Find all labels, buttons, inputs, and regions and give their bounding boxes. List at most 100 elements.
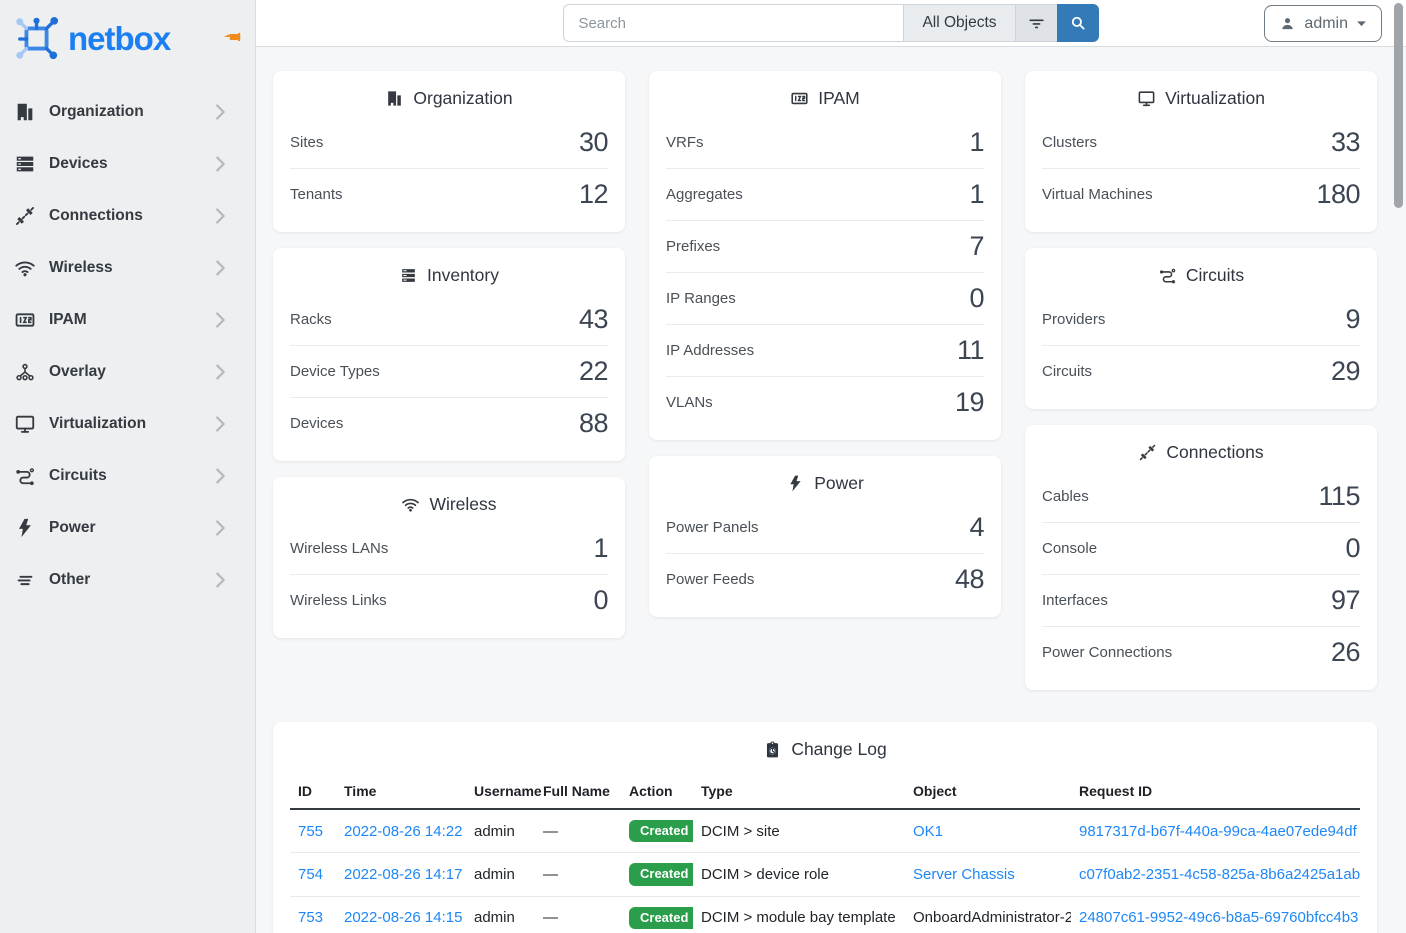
card-title: Power — [814, 473, 864, 493]
stat-label-clusters[interactable]: Clusters — [1042, 134, 1098, 151]
stat-label-cables[interactable]: Cables — [1042, 488, 1089, 505]
sidebar-item-power[interactable]: Power — [0, 502, 255, 554]
stat-value-prefixes[interactable]: 7 — [969, 231, 984, 261]
chevron-right-icon — [209, 101, 231, 123]
stats-card-power: Power Power Panels 4 Power Feeds 48 — [649, 456, 1001, 617]
stat-value-sites[interactable]: 30 — [578, 127, 609, 157]
stat-label-providers[interactable]: Providers — [1042, 311, 1106, 328]
stat-row: Circuits 29 — [1042, 345, 1361, 397]
request-id-link[interactable]: 24807c61-9952-49c6-b8a5-69760bfcc4b3 — [1079, 909, 1359, 927]
stat-row: Cables 115 — [1042, 471, 1360, 522]
stat-label-wireless-links[interactable]: Wireless Links — [290, 592, 387, 609]
changelog-col-type: Type — [693, 774, 905, 810]
change-id-link[interactable]: 754 — [298, 865, 324, 883]
stat-label-aggregates[interactable]: Aggregates — [666, 186, 743, 203]
sidebar-item-organization[interactable]: Organization — [0, 86, 255, 138]
change-time-link[interactable]: 2022-08-26 14:15 — [344, 909, 463, 927]
stat-value-circuits[interactable]: 29 — [1330, 356, 1361, 386]
filter-button[interactable] — [1014, 4, 1057, 42]
stat-label-virtual-machines[interactable]: Virtual Machines — [1042, 186, 1153, 203]
sidebar-item-other[interactable]: Other — [0, 554, 255, 606]
wireless-icon — [401, 495, 420, 514]
stat-label-vrfs[interactable]: VRFs — [666, 134, 704, 151]
sidebar-item-overlay[interactable]: Overlay — [0, 346, 255, 398]
object-link[interactable]: Server Chassis — [913, 865, 1015, 883]
stat-row: VRFs 1 — [666, 117, 984, 168]
chevron-right-icon — [209, 517, 231, 539]
stat-label-tenants[interactable]: Tenants — [290, 186, 343, 203]
chevron-right-icon — [209, 257, 231, 279]
stat-value-ip-addresses[interactable]: 11 — [956, 335, 985, 365]
stat-value-wireless-links[interactable]: 0 — [593, 585, 608, 615]
stat-value-power-panels[interactable]: 4 — [969, 512, 984, 542]
stat-value-console[interactable]: 0 — [1345, 533, 1360, 563]
search-submit-button[interactable] — [1056, 4, 1099, 42]
sidebar-item-devices[interactable]: Devices — [0, 138, 255, 190]
stat-label-circuits[interactable]: Circuits — [1042, 363, 1093, 380]
stat-value-interfaces[interactable]: 97 — [1330, 585, 1361, 615]
stat-label-device-types[interactable]: Device Types — [290, 363, 380, 380]
search-scope-button[interactable]: All Objects — [903, 4, 1015, 42]
stat-label-power-connections[interactable]: Power Connections — [1042, 644, 1173, 661]
stat-value-wireless-lans[interactable]: 1 — [593, 533, 608, 563]
change-time-link[interactable]: 2022-08-26 14:22 — [344, 822, 463, 840]
request-id-link[interactable]: c07f0ab2-2351-4c58-825a-8b6a2425a1ab — [1079, 865, 1360, 883]
stat-value-clusters[interactable]: 33 — [1330, 127, 1361, 157]
chevron-right-icon — [209, 465, 231, 487]
stat-label-sites[interactable]: Sites — [290, 134, 324, 151]
brand-wordmark[interactable]: netbox — [68, 20, 171, 57]
sidebar-item-ipam[interactable]: IPAM — [0, 294, 255, 346]
search-input[interactable] — [563, 4, 904, 42]
change-id-link[interactable]: 755 — [298, 822, 324, 840]
stat-value-racks[interactable]: 43 — [578, 304, 609, 334]
stat-value-power-connections[interactable]: 26 — [1330, 637, 1361, 667]
stat-value-power-feeds[interactable]: 48 — [954, 564, 985, 594]
stat-value-tenants[interactable]: 12 — [578, 179, 609, 209]
stat-row: Devices 88 — [290, 397, 609, 449]
user-menu-button[interactable]: admin — [1264, 5, 1382, 42]
change-time-link[interactable]: 2022-08-26 14:17 — [344, 865, 463, 883]
stat-value-vlans[interactable]: 19 — [954, 387, 985, 417]
logo-row: netbox — [0, 0, 255, 76]
sidebar-item-wireless[interactable]: Wireless — [0, 242, 255, 294]
stat-label-ip-ranges[interactable]: IP Ranges — [666, 290, 736, 307]
changelog-row: 753 2022-08-26 14:15 admin — Created DCIM > m… — [290, 896, 1360, 933]
card-header: IPAM — [649, 71, 1001, 117]
object-link[interactable]: OK1 — [913, 822, 944, 840]
change-type: DCIM > module bay template — [701, 909, 896, 927]
chevron-right-icon — [209, 153, 231, 175]
stat-value-ip-ranges[interactable]: 0 — [969, 283, 984, 313]
stat-value-virtual-machines[interactable]: 180 — [1316, 179, 1360, 209]
change-id-link[interactable]: 753 — [298, 909, 324, 927]
sidebar-item-circuits[interactable]: Circuits — [0, 450, 255, 502]
stat-label-prefixes[interactable]: Prefixes — [666, 238, 721, 255]
stat-value-vrfs[interactable]: 1 — [969, 127, 984, 157]
change-username: admin — [474, 865, 515, 883]
stat-label-ip-addresses[interactable]: IP Addresses — [666, 342, 755, 359]
stat-label-racks[interactable]: Racks — [290, 311, 332, 328]
stat-value-aggregates[interactable]: 1 — [969, 179, 984, 209]
sidebar-item-label: Overlay — [49, 363, 106, 380]
stat-label-power-panels[interactable]: Power Panels — [666, 519, 759, 536]
card-header: Virtualization — [1025, 71, 1377, 117]
pin-sidebar-icon[interactable] — [223, 30, 241, 44]
changelog-col-full-name: Full Name — [535, 774, 621, 810]
stat-label-interfaces[interactable]: Interfaces — [1042, 592, 1108, 609]
stat-label-wireless-lans[interactable]: Wireless LANs — [290, 540, 389, 557]
sidebar-item-virtualization[interactable]: Virtualization — [0, 398, 255, 450]
stat-value-device-types[interactable]: 22 — [578, 356, 609, 386]
stat-label-vlans[interactable]: VLANs — [666, 394, 713, 411]
request-id-link[interactable]: 9817317d-b67f-440a-99ca-4ae07ede94df — [1079, 822, 1357, 840]
change-username: admin — [474, 909, 515, 927]
stat-label-devices[interactable]: Devices — [290, 415, 344, 432]
stat-value-providers[interactable]: 9 — [1345, 304, 1360, 334]
stat-value-cables[interactable]: 115 — [1318, 481, 1360, 511]
stat-label-power-feeds[interactable]: Power Feeds — [666, 571, 755, 588]
object-text: OnboardAdministrator-2 — [913, 909, 1071, 927]
sidebar-item-connections[interactable]: Connections — [0, 190, 255, 242]
stat-value-devices[interactable]: 88 — [578, 408, 609, 438]
sidebar-item-label: Virtualization — [49, 415, 147, 432]
stat-label-console[interactable]: Console — [1042, 540, 1098, 557]
page-scrollbar[interactable] — [1394, 3, 1403, 208]
netbox-logo-icon[interactable] — [14, 16, 60, 62]
